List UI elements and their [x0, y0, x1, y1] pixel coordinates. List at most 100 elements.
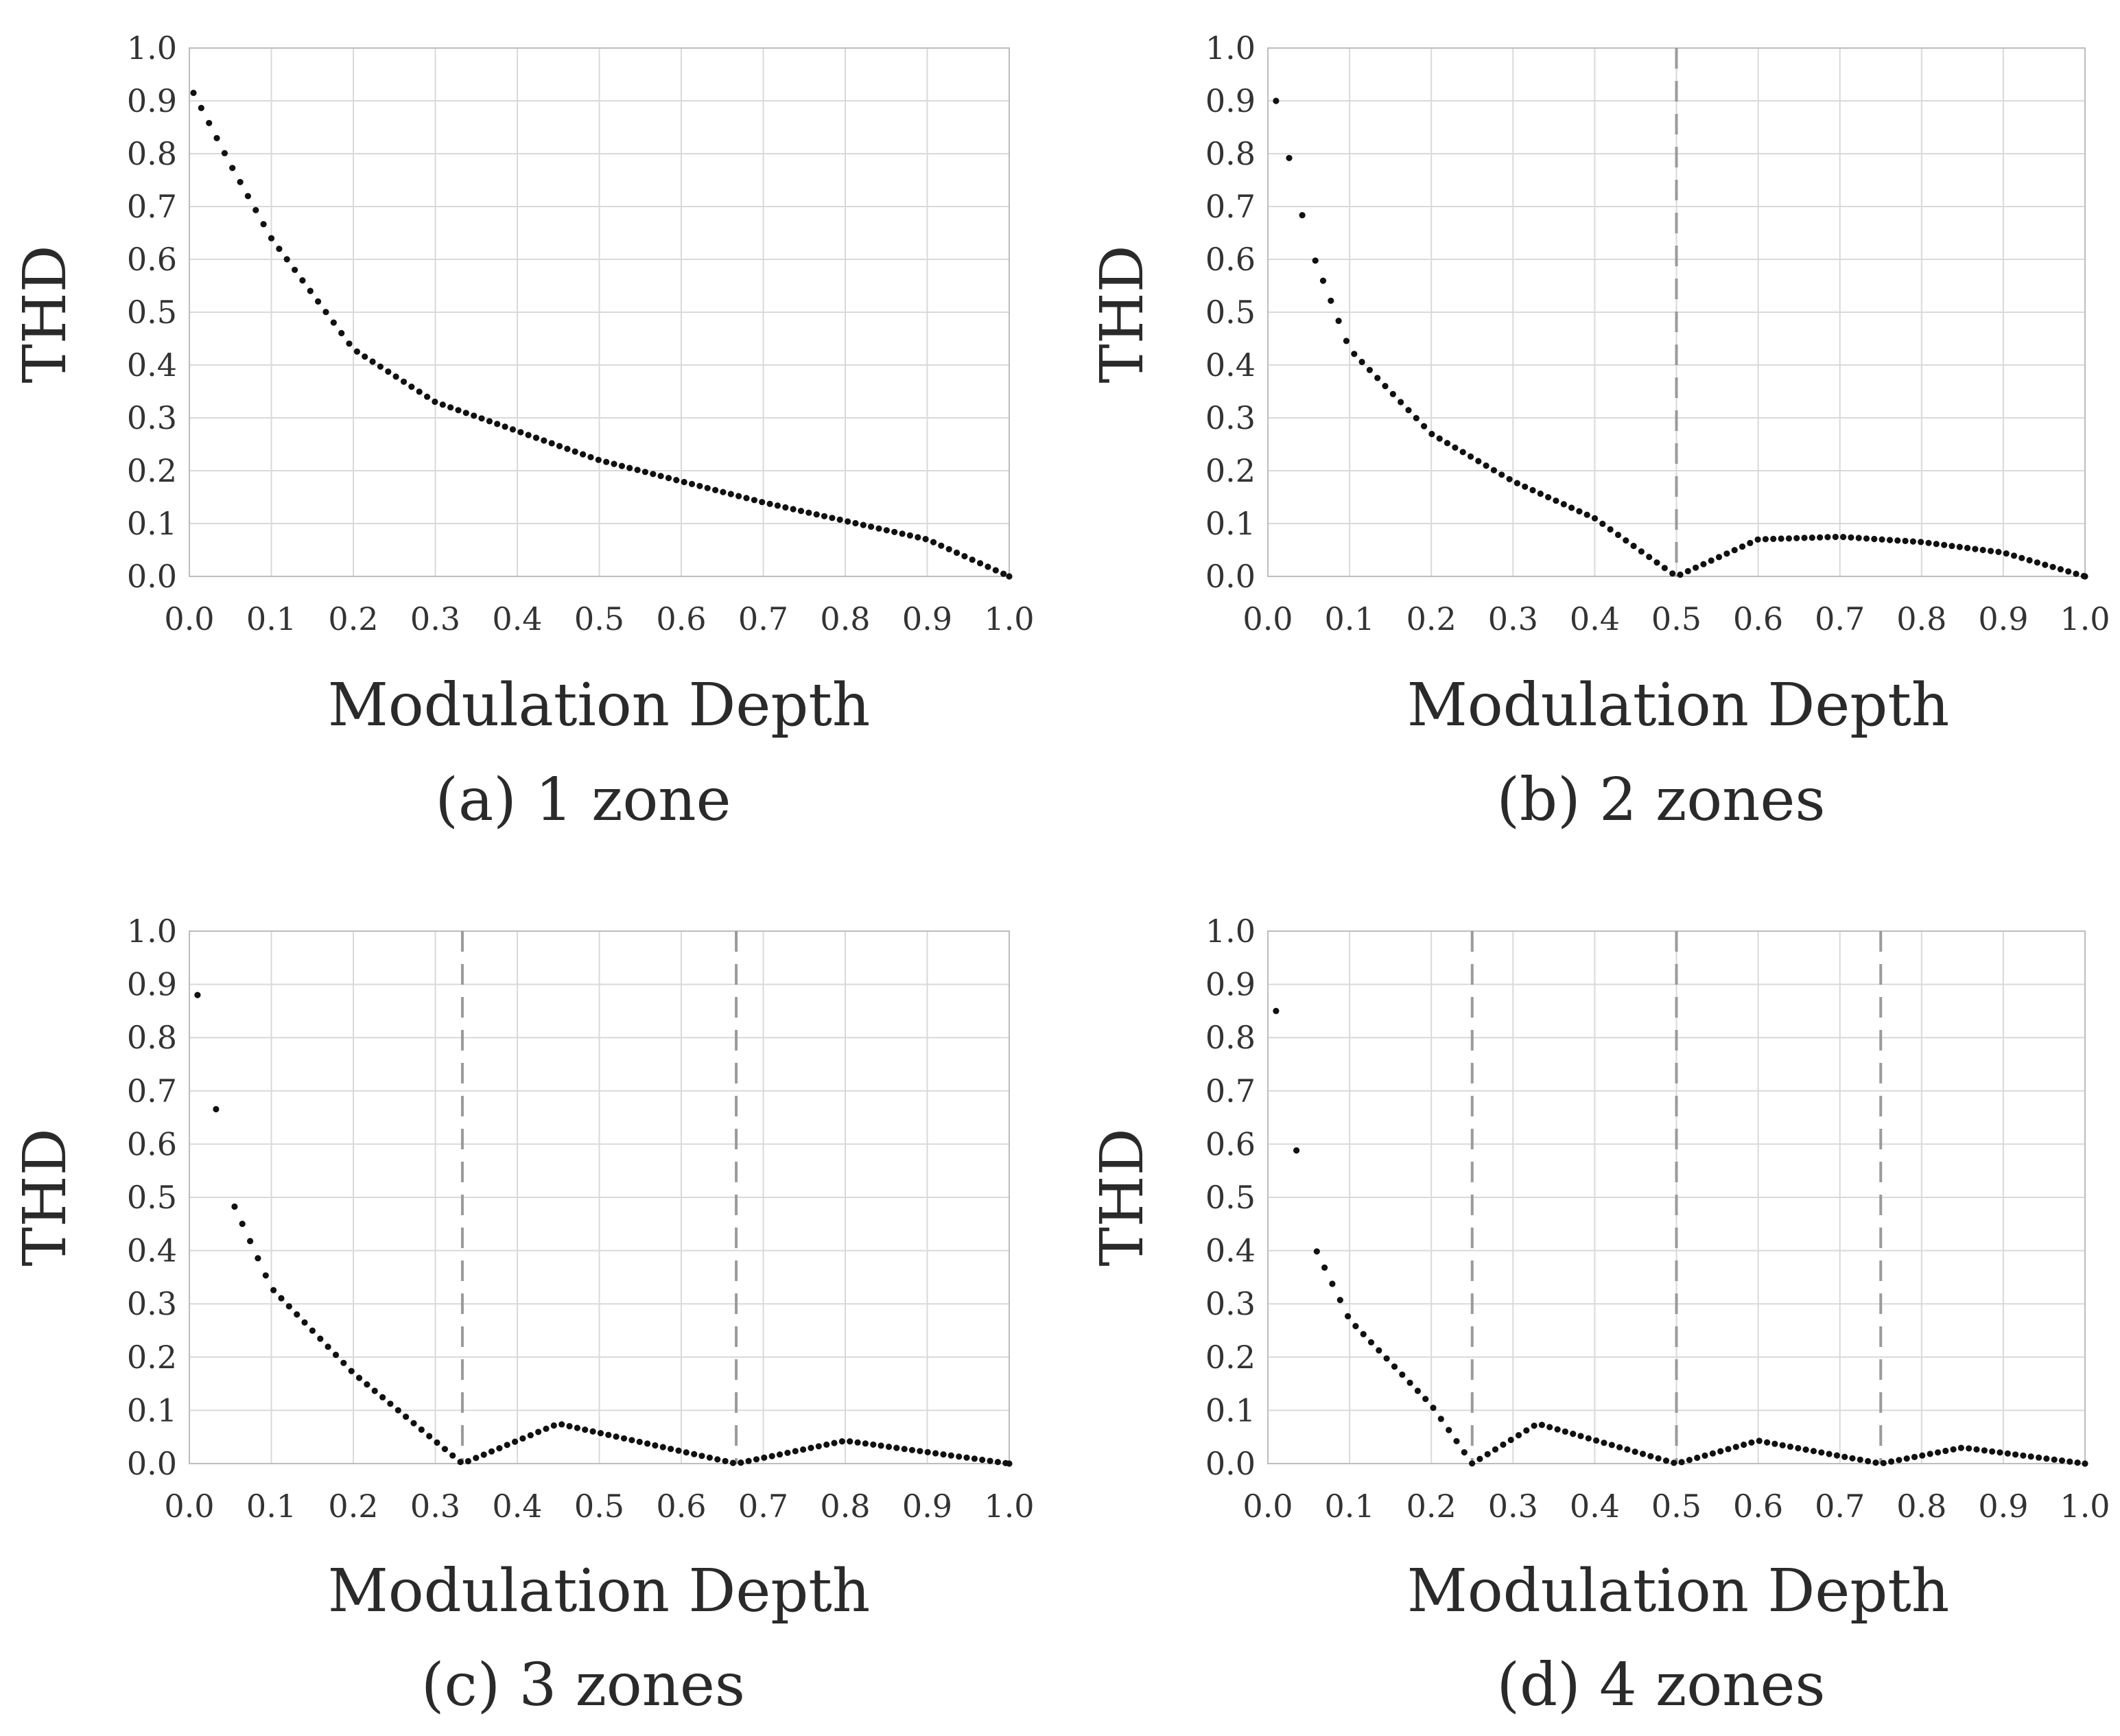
data-point: [572, 448, 578, 455]
data-point: [673, 477, 680, 484]
data-point: [821, 513, 828, 519]
x-tick-label: 0.3: [410, 600, 460, 637]
data-point: [1560, 501, 1567, 508]
x-tick-label: 0.6: [656, 1488, 706, 1525]
y-tick-label: 0.1: [127, 505, 177, 542]
data-point: [1382, 383, 1389, 390]
data-point: [371, 1387, 378, 1394]
data-point: [611, 460, 617, 467]
data-point: [1715, 554, 1723, 561]
data-point: [738, 1459, 744, 1466]
data-point: [1514, 480, 1520, 486]
data-point: [1444, 440, 1451, 447]
data-point: [330, 319, 337, 326]
grid: [189, 47, 1010, 577]
data-point: [883, 527, 890, 534]
y-tick-label: 0.8: [127, 135, 177, 172]
data-point: [283, 256, 290, 263]
data-point: [1686, 1457, 1693, 1464]
y-tick-label: 0.5: [1205, 294, 1256, 331]
data-point: [1809, 535, 1815, 541]
data-point: [276, 246, 283, 253]
data-point: [628, 1437, 635, 1444]
data-point: [745, 1457, 752, 1464]
data-point: [683, 1449, 690, 1456]
data-point: [1632, 1448, 1638, 1455]
data-point: [1428, 430, 1435, 438]
data-point: [1351, 351, 1358, 357]
data-point: [1756, 1438, 1763, 1444]
data-point: [455, 407, 462, 414]
data-point: [650, 471, 657, 478]
data-point: [1329, 1280, 1336, 1287]
data-point: [1841, 1453, 1848, 1460]
data-point: [836, 516, 843, 524]
data-point: [353, 348, 361, 355]
x-tick-label: 0.1: [1325, 1488, 1375, 1525]
x-tick-label: 0.4: [1570, 1488, 1620, 1525]
data-point: [580, 451, 587, 458]
data-point: [512, 1438, 519, 1445]
data-point: [1941, 541, 1948, 548]
data-point: [1585, 1435, 1592, 1442]
x-tick-label: 0.6: [1733, 600, 1783, 637]
x-tick-label: 0.2: [328, 1488, 378, 1525]
data-point: [1732, 1444, 1739, 1451]
x-tick-label: 1.0: [2060, 1488, 2110, 1525]
data-point: [969, 556, 976, 563]
data-point: [519, 1435, 526, 1442]
data-point: [478, 415, 485, 422]
data-point: [486, 418, 493, 425]
data-point: [2073, 570, 2080, 577]
data-point: [480, 1451, 487, 1458]
data-point: [1725, 1446, 1732, 1453]
data-point: [558, 1421, 565, 1428]
data-point: [1319, 277, 1327, 284]
data-point: [1979, 546, 1986, 554]
data-point: [369, 358, 376, 365]
data-point: [392, 373, 399, 380]
y-tick-labels: 0.0 0.1 0.2 0.3 0.4 0.5 0.6 0.7 0.8 0.9 1.0: [1205, 30, 1256, 595]
x-tick-label: 0.7: [1815, 1488, 1865, 1525]
data-point: [1739, 543, 1746, 550]
y-tick-labels: 0.0 0.1 0.2 0.3 0.4 0.5 0.6 0.7 0.8 0.9 1.0: [127, 30, 177, 595]
data-point: [1483, 462, 1489, 469]
data-point: [1701, 1452, 1708, 1459]
data-point: [1709, 1450, 1716, 1457]
data-point: [1694, 1454, 1701, 1462]
y-tick-label: 0.7: [1205, 1072, 1256, 1110]
data-point: [768, 1453, 775, 1459]
data-point: [1405, 407, 1412, 414]
data-point: [213, 1105, 220, 1113]
data-point: [1684, 567, 1691, 575]
data-point: [1638, 548, 1645, 555]
data-point: [1778, 535, 1785, 542]
data-point: [2049, 563, 2056, 570]
y-tick-label: 0.0: [127, 1445, 177, 1482]
data-point: [782, 504, 789, 511]
y-tick-label: 1.0: [127, 30, 177, 67]
data-point: [878, 1442, 884, 1449]
data-point: [712, 486, 719, 493]
data-point: [1515, 1432, 1522, 1439]
data-point: [213, 134, 220, 141]
data-point: [956, 1453, 963, 1460]
data-point: [2012, 1451, 2019, 1458]
y-tick-label: 0.2: [1205, 452, 1256, 489]
data-point: [447, 404, 454, 411]
x-tick-label: 0.6: [656, 600, 706, 637]
data-point: [1601, 1440, 1607, 1446]
x-tick-label: 0.5: [1651, 1488, 1701, 1525]
data-point: [1546, 1424, 1553, 1431]
data-point: [1764, 1439, 1771, 1446]
data-point: [535, 1429, 542, 1435]
data-point: [1997, 1449, 2003, 1456]
data-point: [759, 499, 766, 506]
data-point: [260, 221, 267, 228]
data-point: [1966, 1445, 1972, 1452]
data-point: [1554, 1426, 1561, 1433]
data-point: [231, 1203, 238, 1210]
y-axis-title: THD: [1088, 1128, 1157, 1266]
data-point: [714, 1456, 721, 1463]
